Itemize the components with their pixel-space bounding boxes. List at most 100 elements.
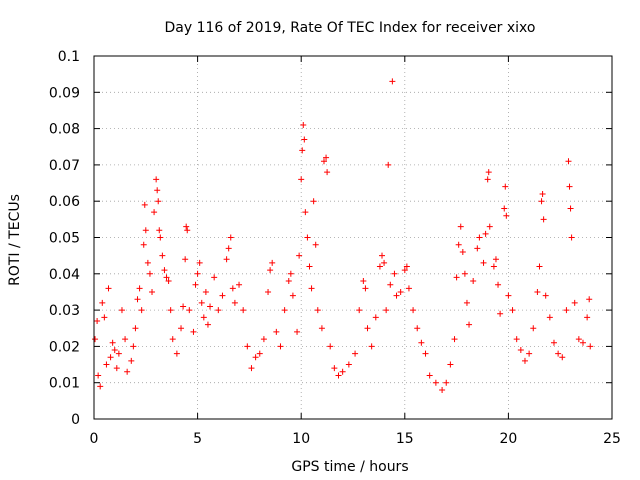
data-point: [536, 263, 543, 270]
data-point: [194, 270, 201, 277]
data-point: [128, 357, 135, 364]
data-point: [495, 281, 502, 288]
data-point: [414, 325, 421, 332]
data-point: [550, 339, 557, 346]
data-point: [360, 278, 367, 285]
data-point: [492, 256, 499, 263]
data-point: [273, 328, 280, 335]
data-point: [109, 339, 116, 346]
x-tick-label: 10: [292, 431, 310, 447]
data-point: [474, 245, 481, 252]
data-point: [470, 278, 477, 285]
data-point: [169, 336, 176, 343]
data-point: [401, 267, 408, 274]
data-point: [231, 299, 238, 306]
data-point: [517, 347, 524, 354]
data-point: [505, 292, 512, 299]
data-point: [542, 292, 549, 299]
data-point: [455, 241, 462, 248]
data-point: [118, 307, 125, 314]
data-point: [387, 281, 394, 288]
data-point: [457, 223, 464, 230]
x-tick-label: 15: [396, 431, 414, 447]
data-point: [571, 299, 578, 306]
data-point: [186, 307, 193, 314]
data-point: [124, 368, 131, 375]
data-point: [539, 190, 546, 197]
data-point: [173, 350, 180, 357]
data-point: [324, 169, 331, 176]
data-point: [403, 263, 410, 270]
data-point: [183, 223, 190, 230]
data-point: [426, 372, 433, 379]
data-point: [314, 307, 321, 314]
x-axis-label: GPS time / hours: [291, 459, 408, 475]
data-point: [103, 361, 110, 368]
data-point: [555, 350, 562, 357]
data-point: [211, 274, 218, 281]
y-tick-label: 0.06: [49, 194, 80, 210]
y-tick-label: 0: [71, 412, 80, 428]
data-point: [178, 325, 185, 332]
data-point: [485, 169, 492, 176]
data-point: [389, 78, 396, 85]
data-point: [432, 379, 439, 386]
data-point: [318, 325, 325, 332]
data-point: [459, 249, 466, 256]
data-point: [418, 339, 425, 346]
data-point: [107, 354, 114, 361]
data-point: [167, 307, 174, 314]
data-point: [111, 347, 118, 354]
data-point: [568, 234, 575, 241]
grid-lines: [94, 56, 612, 419]
data-point: [579, 339, 586, 346]
data-point: [443, 379, 450, 386]
data-point: [202, 288, 209, 295]
data-point: [480, 259, 487, 266]
data-point: [513, 336, 520, 343]
data-point: [345, 361, 352, 368]
data-point: [575, 336, 582, 343]
data-point: [138, 307, 145, 314]
data-point: [151, 209, 158, 216]
data-point: [244, 343, 251, 350]
data-point: [296, 252, 303, 259]
y-tick-label: 0.08: [49, 122, 80, 138]
data-point: [260, 336, 267, 343]
x-tick-label: 0: [90, 431, 99, 447]
data-point: [331, 365, 338, 372]
data-point: [192, 281, 199, 288]
data-point: [501, 205, 508, 212]
data-point: [204, 321, 211, 328]
y-tick-label: 0.02: [49, 339, 80, 355]
data-point: [521, 357, 528, 364]
data-point: [447, 361, 454, 368]
data-point: [101, 314, 108, 321]
data-point: [154, 187, 161, 194]
data-point: [141, 201, 148, 208]
data-point: [215, 307, 222, 314]
data-point: [372, 314, 379, 321]
data-point: [538, 198, 545, 205]
data-point: [161, 267, 168, 274]
data-point: [463, 299, 470, 306]
data-point: [405, 285, 412, 292]
data-point: [163, 274, 170, 281]
data-point: [99, 299, 106, 306]
y-tick-label: 0.01: [49, 376, 80, 392]
data-point: [136, 285, 143, 292]
data-points: [92, 78, 594, 393]
data-point: [497, 310, 504, 317]
data-point: [451, 336, 458, 343]
data-point: [587, 343, 594, 350]
data-point: [219, 292, 226, 299]
data-point: [289, 292, 296, 299]
data-point: [165, 278, 172, 285]
data-point: [466, 321, 473, 328]
data-point: [267, 267, 274, 274]
chart-title: Day 116 of 2019, Rate Of TEC Index for r…: [165, 20, 536, 36]
data-point: [584, 314, 591, 321]
data-point: [385, 161, 392, 168]
